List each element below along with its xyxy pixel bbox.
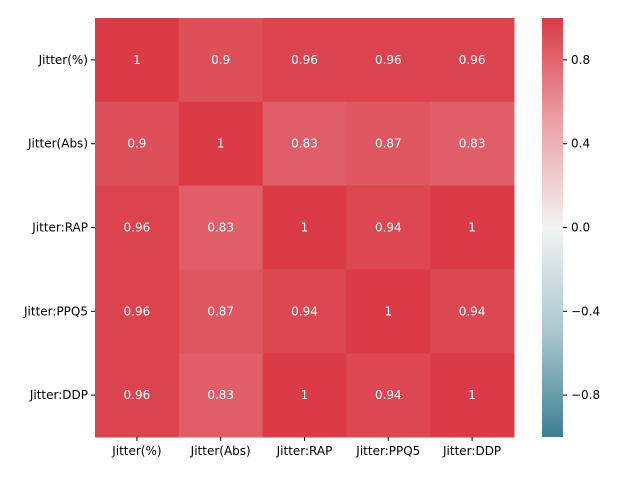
cell-annotation: 0.87	[207, 304, 234, 318]
heatmap-cell	[430, 269, 515, 354]
cell-annotation: 0.94	[375, 221, 402, 235]
cell-annotation: 0.94	[375, 388, 402, 402]
heatmap-cell	[95, 269, 180, 354]
cell-annotation: 0.83	[291, 137, 318, 151]
heatmap-cell	[178, 18, 264, 103]
cell-annotation: 0.96	[375, 53, 402, 67]
cell-annotation: 0.94	[291, 304, 318, 318]
x-tick-label: Jitter:PPQ5	[355, 444, 420, 458]
heatmap-cell	[262, 18, 347, 103]
heatmap-cell	[262, 269, 347, 354]
cell-annotation: 0.87	[375, 137, 402, 151]
y-tick-label: Jitter:DDP	[29, 388, 88, 402]
colorbar	[542, 18, 563, 437]
cell-annotation: 0.96	[291, 53, 318, 67]
cell-annotation: 1	[133, 53, 141, 67]
colorbar-tick-label: −0.8	[571, 388, 600, 402]
cell-annotation: 1	[301, 221, 309, 235]
heatmap-cell	[346, 101, 431, 187]
heatmap-cell	[346, 353, 431, 438]
heatmap-cell	[95, 185, 180, 270]
heatmap-cell	[430, 185, 515, 270]
cell-annotation: 1	[301, 388, 309, 402]
heatmap-cell	[178, 269, 264, 354]
heatmap-cells: 1 0.9 0.96 0.96 0.96 0.9 1 0.83 0.87 0.83 0.96 0.83…	[95, 18, 515, 438]
y-tick-label: Jitter(%)	[38, 53, 88, 67]
cell-annotation: 0.9	[127, 137, 146, 151]
colorbar-ticks: 0.8 0.4 0.0 −0.4 −0.8	[563, 53, 600, 402]
colorbar-tick-label: 0.8	[571, 53, 590, 67]
cell-annotation: 0.96	[459, 53, 486, 67]
cell-annotation: 1	[468, 388, 476, 402]
heatmap-cell	[262, 185, 347, 270]
x-tick-label: Jitter:DDP	[442, 444, 501, 458]
cell-annotation: 0.96	[124, 304, 151, 318]
cell-annotation: 1	[217, 137, 225, 151]
heatmap-cell	[178, 185, 264, 270]
heatmap-cell	[430, 353, 515, 438]
y-axis: Jitter(%) Jitter(Abs) Jitter:RAP Jitter:PPQ…	[23, 53, 95, 402]
heatmap-cell	[178, 101, 264, 187]
y-tick-label: Jitter(Abs)	[27, 137, 88, 151]
y-tick-label: Jitter:PPQ5	[23, 304, 88, 318]
heatmap-cell	[95, 353, 180, 438]
heatmap-cell	[262, 353, 347, 438]
cell-annotation: 0.94	[459, 304, 486, 318]
cell-annotation: 1	[384, 304, 392, 318]
cell-annotation: 0.96	[124, 221, 151, 235]
x-tick-label: Jitter:RAP	[276, 444, 333, 458]
heatmap-cell	[95, 101, 180, 187]
cell-annotation: 0.9	[211, 53, 230, 67]
heatmap-cell	[178, 353, 264, 438]
colorbar-tick-label: −0.4	[571, 304, 600, 318]
cell-annotation: 0.83	[459, 137, 486, 151]
heatmap-cell	[346, 18, 431, 103]
heatmap-cell	[430, 18, 515, 103]
x-axis: Jitter(%) Jitter(Abs) Jitter:RAP Jitter:PPQ…	[111, 437, 501, 458]
x-tick-label: Jitter(%)	[111, 444, 161, 458]
y-tick-label: Jitter:RAP	[31, 221, 88, 235]
cell-annotation: 0.96	[124, 388, 151, 402]
cell-annotation: 0.83	[207, 388, 234, 402]
heatmap-cell	[346, 269, 431, 354]
x-tick-label: Jitter(Abs)	[190, 444, 251, 458]
cell-annotation: 1	[468, 221, 476, 235]
colorbar-tick-label: 0.0	[571, 221, 590, 235]
cell-annotation: 0.83	[207, 221, 234, 235]
heatmap-cell	[430, 101, 515, 187]
colorbar-tick-label: 0.4	[571, 137, 590, 151]
heatmap-cell	[346, 185, 431, 270]
heatmap-cell	[262, 101, 347, 187]
heatmap-cell	[95, 18, 180, 103]
